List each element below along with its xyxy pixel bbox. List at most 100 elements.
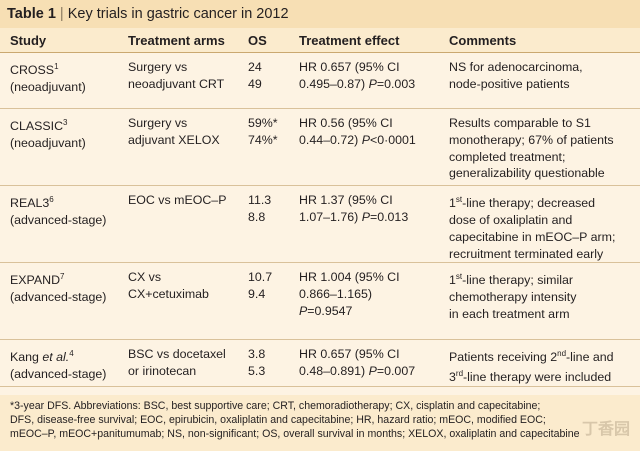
cell-effect-line: 0.48–0.891) P=0.007 [299,364,416,379]
cell-study-line: Kang et al.4 [10,349,74,365]
footnote-line: DFS, disease-free survival; EOC, epirubi… [10,414,546,426]
cell-arms: Surgery vs neoadjuvant CRT [118,52,238,109]
cell-arms-line: BSC vs docetaxel [128,347,226,362]
cell-effect-line: 0.866–1.165) [299,287,373,302]
cell-comments: Results comparable to S1 monotherapy; 67%… [439,108,640,186]
cell-comments-line: recruitment terminated early [449,246,604,261]
reference-sup: 4 [69,349,74,359]
cell-effect-line: HR 0.657 (95% CI [299,347,400,362]
cell-os-line: 9.4 [248,287,266,302]
cell-study: EXPAND7 (advanced-stage) [0,262,118,341]
cell-arms-line: Surgery vs [128,60,188,74]
cell-comments-line: Patients receiving 2nd-line and [449,349,614,365]
cell-study-line: CROSS1 [10,62,59,78]
cell-comments: NS for adenocarcinoma, node-positive pati… [439,52,640,109]
cell-os-line: 11.3 [248,193,272,207]
cell-effect-line: 1.07–1.76) P=0.013 [299,209,409,224]
cell-os: 11.3 8.8 [238,185,289,264]
table-title: Table 1 | Key trials in gastric cancer i… [0,0,640,28]
cell-study: CROSS1 (neoadjuvant) [0,52,118,109]
cell-study-line: CLASSIC3 [10,118,68,134]
cell-os: 59%* 74%* [238,108,289,186]
cell-study: REAL36 (advanced-stage) [0,185,118,264]
cell-comments-line: NS for adenocarcinoma, [449,60,583,74]
table-row: Kang et al.4 (advanced-stage) BSC vs docet… [0,339,640,388]
cell-os: 10.7 9.4 [238,262,289,341]
cell-os: 3.8 5.3 [238,339,289,388]
table-row: REAL36 (advanced-stage) EOC vs mEOC–P 11.3 8… [0,185,640,264]
reference-sup: 6 [49,195,54,204]
cell-effect: HR 0.56 (95% CI 0.44–0.72) P<0·0001 [289,108,439,186]
cell-arms-line: adjuvant XELOX [128,132,220,147]
cell-comments-line: generalizability questionable [449,166,605,181]
cell-effect-line: 0.495–0.87) P=0.003 [299,76,416,91]
table-title-text: Key trials in gastric cancer in 2012 [67,6,289,22]
cell-effect-line: HR 1.37 (95% CI [299,193,393,207]
cell-comments-line: 1st-line therapy; decreased [449,195,596,211]
cell-arms-line: CX vs [128,270,162,285]
cell-arms-line: or irinotecan [128,364,197,379]
cell-os-line: 74%* [248,132,278,147]
cell-comments: 1st-line therapy; similar chemotherapy in… [439,262,640,341]
reference-sup: 7 [60,272,65,282]
cell-os: 24 49 [238,52,289,109]
table-row: CROSS1 (neoadjuvant) Surgery vs neoadjuvant… [0,52,640,109]
cell-comments-line: Results comparable to S1 [449,116,591,130]
table-footnote: *3-year DFS. Abbreviations: BSC, best su… [0,395,640,451]
cell-arms-line: EOC vs mEOC–P [128,193,227,207]
cell-arms: BSC vs docetaxel or irinotecan [118,339,238,388]
cell-os-line: 59%* [248,116,278,130]
table-label: Table 1 [7,6,56,22]
cell-effect: HR 1.37 (95% CI 1.07–1.76) P=0.013 [289,185,439,264]
cell-os-line: 10.7 [248,270,273,285]
col-header-effect: Treatment effect [289,28,439,53]
cell-study-line: (neoadjuvant) [10,135,86,150]
col-header-comments: Comments [439,28,640,53]
footnote-line: mEOC–P, mEOC+panitumumab; NS, non-signif… [10,428,580,440]
cell-comments: 1st-line therapy; decreased dose of oxali… [439,185,640,264]
cell-os-line: 5.3 [248,364,266,379]
cell-os-line: 24 [248,60,262,74]
cell-comments-line: completed treatment; [449,149,566,164]
cell-comments-line: capecitabine in mEOC–P arm; [449,229,616,244]
cell-comments-line: dose of oxaliplatin and [449,212,573,227]
cell-arms-line: neoadjuvant CRT [128,76,225,91]
cell-os-line: 3.8 [248,347,266,362]
cell-arms-line: CX+cetuximab [128,287,209,302]
table-body: CROSS1 (neoadjuvant) Surgery vs neoadjuvant… [0,52,640,434]
cell-arms: Surgery vs adjuvant XELOX [118,108,238,186]
cell-study: Kang et al.4 (advanced-stage) [0,339,118,388]
cell-comments-line: 1st-line therapy; similar [449,272,574,288]
cell-comments-line: in each treatment arm [449,307,570,322]
cell-effect: HR 1.004 (95% CI 0.866–1.165) P=0.9547 [289,262,439,341]
col-header-os: OS [238,28,289,53]
cell-arms: EOC vs mEOC–P [118,185,238,264]
cell-arms: CX vs CX+cetuximab [118,262,238,341]
footnote-line: *3-year DFS. Abbreviations: BSC, best su… [10,400,541,412]
cell-study-line: REAL36 [10,195,54,211]
cell-effect-line: HR 1.004 (95% CI [299,270,400,285]
cell-study-line: (advanced-stage) [10,367,107,382]
reference-sup: 1 [54,62,59,71]
watermark-logo: 丁香园 [581,421,630,438]
cell-os-line: 8.8 [248,209,266,224]
cell-effect: HR 0.657 (95% CI 0.48–0.891) P=0.007 [289,339,439,388]
col-header-arms: Treatment arms [118,28,238,53]
table-row: CLASSIC3 (neoadjuvant) Surgery vs adjuvant … [0,108,640,186]
cell-os-line: 49 [248,76,262,91]
cell-comments-line: node-positive patients [449,76,570,91]
cell-study-line: (advanced-stage) [10,290,107,305]
cell-study-line: (neoadjuvant) [10,79,86,94]
header-row: Study Treatment arms OS Treatment effect… [0,28,640,53]
cell-comments: Patients receiving 2nd-line and 3rd-line … [439,339,640,388]
trials-table: Study Treatment arms OS Treatment effect… [0,28,640,434]
cell-arms-line: Surgery vs [128,116,188,130]
cell-effect: HR 0.657 (95% CI 0.495–0.87) P=0.003 [289,52,439,109]
cell-study-line: (advanced-stage) [10,212,107,227]
cell-study-line: EXPAND7 [10,272,65,288]
cell-study: CLASSIC3 (neoadjuvant) [0,108,118,186]
cell-effect-line: HR 0.657 (95% CI [299,60,400,74]
col-header-study: Study [0,28,118,53]
cell-comments-line: chemotherapy intensity [449,290,577,305]
